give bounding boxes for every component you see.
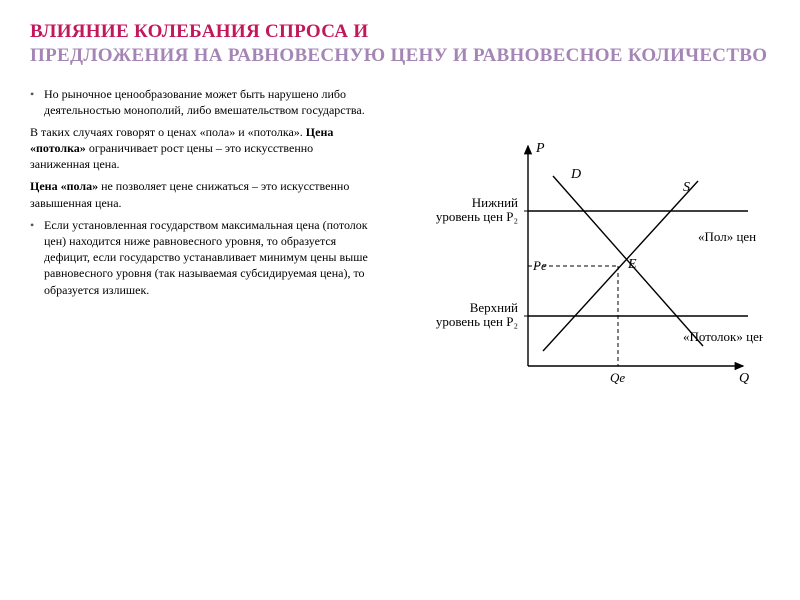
equilibrium-label: E	[627, 257, 637, 272]
bullet-marker: •	[30, 86, 44, 118]
p-axis-label: P	[535, 141, 545, 156]
floor-right-label: «Пол» цен	[698, 229, 756, 244]
ceiling-left-label: уровень цен P₂	[436, 314, 518, 329]
bullet-text: Если установленная государством максимал…	[44, 217, 375, 298]
qe-label: Qе	[610, 370, 625, 385]
slide-title: Влияние колебания спроса и предложения н…	[30, 20, 770, 68]
title-line-1: Влияние колебания спроса и	[30, 21, 368, 42]
bullet-item: •Если установленная государством максима…	[30, 217, 375, 298]
pe-label: Pе	[532, 258, 547, 273]
supply-demand-chart: PQНижнийуровень цен P₂Верхнийуровень цен…	[393, 116, 763, 416]
paragraph: Цена «пола» не позволяет цене снижаться …	[30, 178, 375, 210]
bullet-marker: •	[30, 217, 44, 298]
floor-left-label: уровень цен P₂	[436, 209, 518, 224]
text-column: •Но рыночное ценообразование может быть …	[30, 86, 375, 416]
q-axis-label: Q	[739, 371, 749, 386]
title-line-2: предложения на равновесную цену и равнов…	[30, 45, 767, 66]
floor-left-label: Нижний	[472, 195, 518, 210]
paragraph: В таких случаях говорят о ценах «пола» и…	[30, 124, 375, 173]
chart-column: PQНижнийуровень цен P₂Верхнийуровень цен…	[393, 86, 770, 416]
supply-label: S	[683, 180, 690, 195]
bullet-text: Но рыночное ценообразование может быть н…	[44, 86, 375, 118]
demand-label: D	[570, 167, 581, 182]
bullet-item: •Но рыночное ценообразование может быть …	[30, 86, 375, 118]
ceiling-left-label: Верхний	[470, 300, 518, 315]
content-row: •Но рыночное ценообразование может быть …	[30, 86, 770, 416]
